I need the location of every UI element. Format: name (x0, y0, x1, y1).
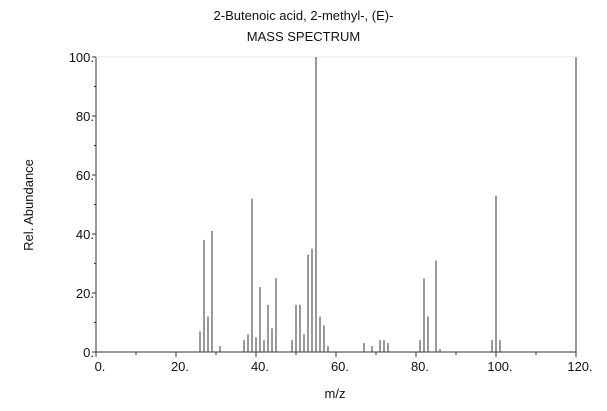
y-tick-label: 80. (76, 109, 94, 124)
x-tick-label: 120. (567, 359, 592, 374)
x-tick-label: 20. (171, 359, 189, 374)
y-tick-label: 40. (76, 227, 94, 242)
y-tick-label: 0. (83, 345, 94, 360)
x-tick-label: 80. (411, 359, 429, 374)
y-axis-label: Rel. Abundance (21, 159, 36, 251)
x-tick-label: 60. (331, 359, 349, 374)
y-tick-label: 60. (76, 168, 94, 183)
x-tick-label: 100. (487, 359, 512, 374)
x-tick-label: 0. (95, 359, 106, 374)
y-tick-label: 100. (69, 50, 94, 65)
chart-subtitle: MASS SPECTRUM (246, 29, 361, 44)
x-axis-label: m/z (325, 386, 346, 401)
x-tick-label: 40. (251, 359, 269, 374)
chart-title: 2-Butenoic acid, 2-methyl-, (E)- (213, 8, 394, 23)
y-tick-label: 20. (76, 286, 94, 301)
